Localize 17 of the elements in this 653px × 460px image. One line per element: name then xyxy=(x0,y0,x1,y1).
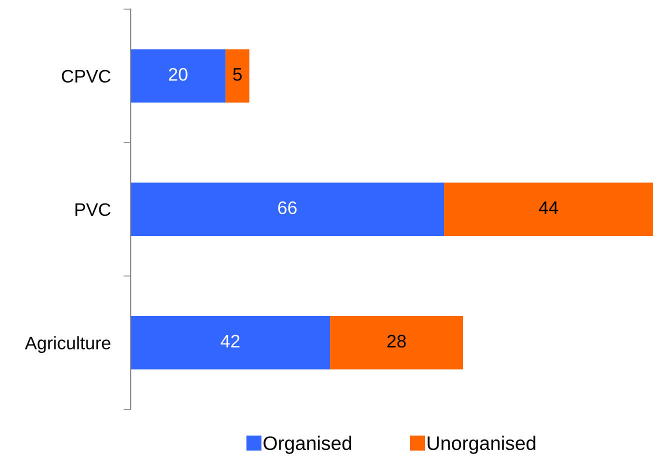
bar xyxy=(130,182,444,236)
bar xyxy=(444,182,653,236)
data-label: 28 xyxy=(387,334,406,348)
bar xyxy=(330,316,464,370)
bar xyxy=(130,316,330,370)
bar xyxy=(226,49,250,103)
y-tick-label: Agriculture xyxy=(24,336,110,353)
data-label: 44 xyxy=(538,202,558,214)
legend-label: Unorganised xyxy=(428,436,536,454)
data-label: 42 xyxy=(220,334,240,348)
y-tick-label: PVC xyxy=(76,203,110,216)
bar xyxy=(130,49,226,103)
legend-label: Organised xyxy=(264,436,352,454)
data-label: 20 xyxy=(168,68,188,81)
y-tick-label: CPVC xyxy=(62,70,110,83)
data-label: 66 xyxy=(278,201,297,214)
data-label: 5 xyxy=(233,68,242,81)
